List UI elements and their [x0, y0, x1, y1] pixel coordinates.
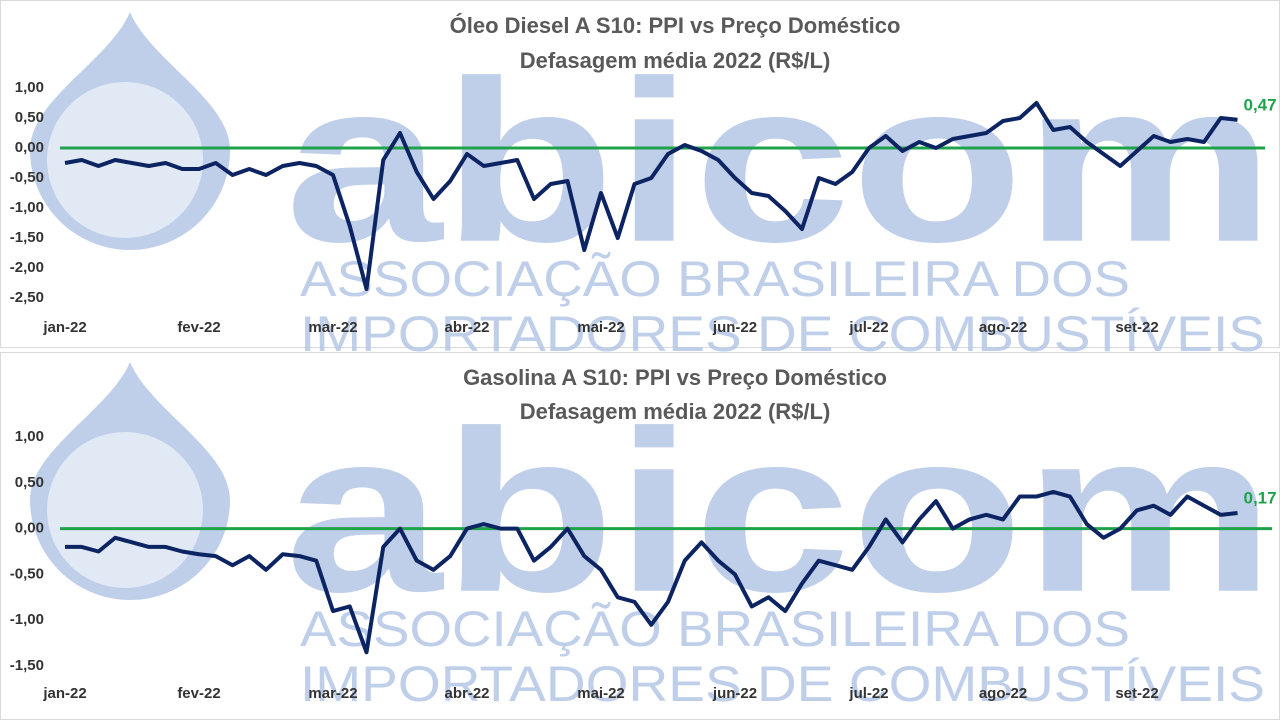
chart-title: Gasolina A S10: PPI vs Preço Doméstico — [463, 365, 887, 390]
x-tick-label: mar-22 — [308, 685, 357, 702]
y-tick-label: -0,50 — [10, 565, 44, 582]
y-tick-label: 0,50 — [15, 474, 44, 491]
x-tick-label: mai-22 — [577, 319, 625, 336]
x-tick-label: abr-22 — [444, 319, 489, 336]
x-tick-label: mar-22 — [308, 319, 357, 336]
watermark-line: ASSOCIAÇÃO BRASILEIRA DOS — [300, 601, 1130, 657]
watermark-logo: abicom — [285, 33, 1275, 290]
chart-subtitle: Defasagem média 2022 (R$/L) — [520, 399, 831, 424]
watermark-line: ASSOCIAÇÃO BRASILEIRA DOS — [300, 251, 1130, 307]
x-tick-label: jan-22 — [42, 319, 86, 336]
data-label: 0,47 — [1244, 95, 1277, 114]
x-tick-label: ago-22 — [979, 319, 1027, 336]
y-tick-label: -1,00 — [10, 611, 44, 628]
watermark-logo: abicom — [285, 383, 1275, 640]
x-tick-label: ago-22 — [979, 685, 1027, 702]
y-tick-label: -1,00 — [10, 199, 44, 216]
x-tick-label: jul-22 — [848, 319, 888, 336]
watermark-line: IMPORTADORES DE COMBUSTÍVEIS — [300, 656, 1265, 712]
watermark-globe — [47, 432, 203, 588]
y-tick-label: 1,00 — [15, 79, 44, 96]
y-tick-label: 0,00 — [15, 139, 44, 156]
x-tick-label: set-22 — [1115, 319, 1158, 336]
chart-title: Óleo Diesel A S10: PPI vs Preço Doméstic… — [450, 13, 901, 38]
chart-subtitle: Defasagem média 2022 (R$/L) — [520, 48, 831, 73]
x-tick-label: jan-22 — [42, 685, 86, 702]
x-tick-label: jun-22 — [712, 319, 757, 336]
y-tick-label: -1,50 — [10, 657, 44, 674]
x-tick-label: abr-22 — [444, 685, 489, 702]
y-tick-label: -0,50 — [10, 169, 44, 186]
x-tick-label: mai-22 — [577, 685, 625, 702]
x-tick-label: jun-22 — [712, 685, 757, 702]
y-tick-label: 1,00 — [15, 428, 44, 445]
x-tick-label: fev-22 — [177, 319, 220, 336]
y-tick-label: -2,00 — [10, 259, 44, 276]
data-line — [65, 489, 1238, 655]
x-tick-label: fev-22 — [177, 685, 220, 702]
data-line — [64, 101, 1238, 291]
data-label: 0,17 — [1244, 489, 1277, 508]
y-tick-label: -2,50 — [10, 289, 44, 306]
y-tick-label: 0,00 — [15, 520, 44, 537]
x-tick-label: set-22 — [1115, 685, 1158, 702]
y-tick-label: 0,50 — [15, 109, 44, 126]
y-tick-label: -1,50 — [10, 229, 44, 246]
x-tick-label: jul-22 — [848, 685, 888, 702]
